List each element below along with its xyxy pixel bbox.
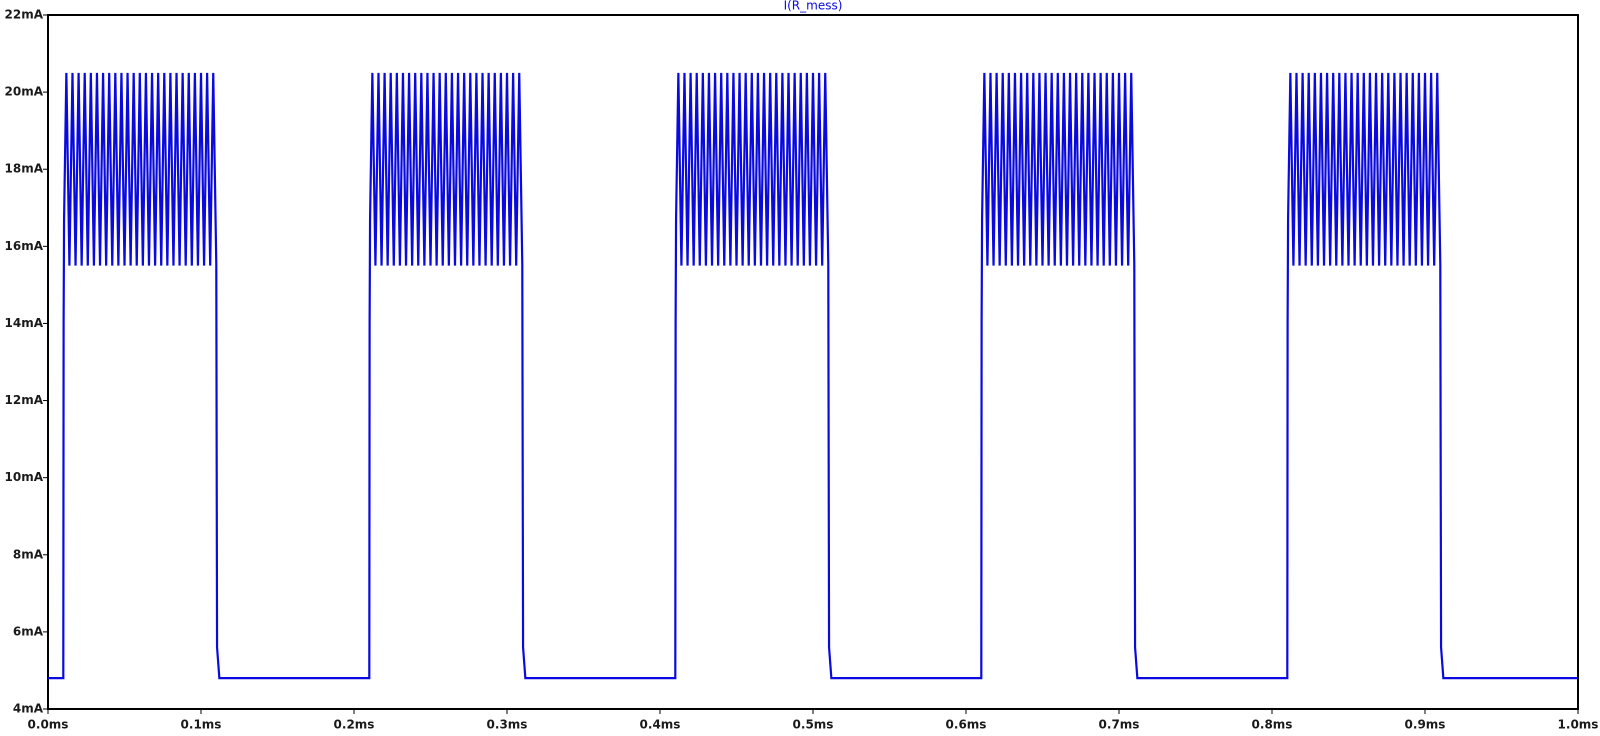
y-tick-label: 20mA	[5, 85, 44, 99]
x-tick-label: 0.0ms	[28, 718, 69, 732]
y-tick-label: 18mA	[5, 162, 44, 176]
y-tick-label: 8mA	[13, 547, 44, 561]
x-tick-label: 0.1ms	[181, 718, 222, 732]
x-tick-label: 0.3ms	[487, 718, 528, 732]
x-tick-label: 0.5ms	[793, 718, 834, 732]
y-tick-label: 4mA	[13, 702, 44, 716]
y-tick-label: 10mA	[5, 470, 44, 484]
x-tick-label: 0.2ms	[334, 718, 375, 732]
series-line	[48, 72, 1578, 680]
x-tick-label: 0.6ms	[946, 718, 987, 732]
y-tick-label: 22mA	[5, 8, 44, 22]
x-tick-label: 1.0ms	[1558, 718, 1599, 732]
x-tick-label: 0.9ms	[1405, 718, 1446, 732]
y-tick-label: 16mA	[5, 239, 44, 253]
x-tick-label: 0.4ms	[640, 718, 681, 732]
y-tick-label: 14mA	[5, 316, 44, 330]
y-tick-label: 6mA	[13, 624, 44, 638]
y-tick-label: 12mA	[5, 393, 44, 407]
chart-title: I(R_mess)	[784, 0, 843, 13]
x-tick-label: 0.8ms	[1252, 718, 1293, 732]
x-tick-label: 0.7ms	[1099, 718, 1140, 732]
